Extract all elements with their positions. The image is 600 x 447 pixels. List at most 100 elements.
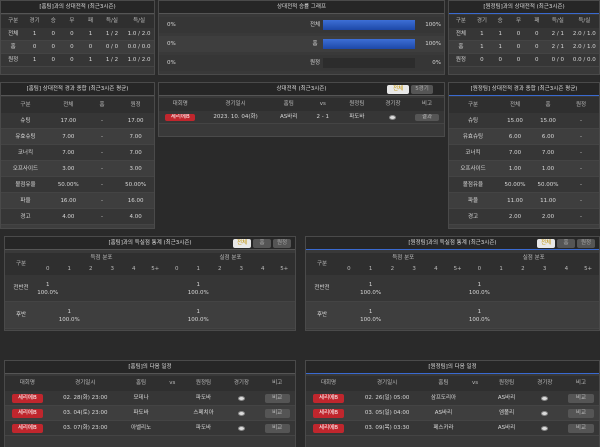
panel: 상대전적 승률 그래프 0% 전체 100% 0% 홈 100% 0% 원정 0% xyxy=(158,0,445,75)
table-cell: 0 xyxy=(516,31,521,37)
column-header: 승 xyxy=(50,18,56,24)
row-label: 전반전 xyxy=(13,285,29,291)
table-cell: - xyxy=(580,134,582,140)
panel-title: [원정팀]과의 상대전적 (최근3시즌) xyxy=(449,1,599,14)
column-header: 득점 분포 xyxy=(392,255,415,261)
table-cell: 파울 xyxy=(467,198,479,204)
column-header: 무 xyxy=(69,18,75,24)
table-cell: 0 xyxy=(70,44,74,50)
table-cell: - xyxy=(580,150,582,156)
tab[interactable]: 전체 xyxy=(387,85,409,94)
table-row xyxy=(1,161,154,177)
bin-header: 5+ xyxy=(151,266,160,272)
bin-header: 3 xyxy=(239,266,244,272)
table-cell: - xyxy=(580,166,582,172)
table-cell: 0 / 0 xyxy=(105,44,119,50)
table-cell: 슈팅 xyxy=(467,118,479,124)
row-label: 전체 xyxy=(309,22,321,28)
table-cell: 파도바 xyxy=(349,114,365,120)
column-header: 홈 xyxy=(99,102,105,108)
button[interactable]: 비교 xyxy=(568,394,594,403)
table-cell: 1 xyxy=(498,31,502,37)
tab[interactable]: 원정 xyxy=(577,239,595,248)
button[interactable]: 비교 xyxy=(568,424,594,433)
tab[interactable]: 5경기 xyxy=(411,85,433,94)
row-label: 후반 xyxy=(316,312,328,318)
table-cell: 0 xyxy=(535,44,539,50)
panel: [홈팀]의 다음 일정 대회명 경기일시 홈팀 vs 원정팀 경기장 비고 세리에B 02. 28… xyxy=(4,360,296,447)
table-cell: 코너킥 xyxy=(465,150,481,156)
tab[interactable]: 홈 xyxy=(253,239,271,248)
table-cell: 100.0% xyxy=(468,290,490,296)
bin-header: 0 xyxy=(477,266,482,272)
tab[interactable]: 전체 xyxy=(233,239,251,248)
bin-header: 1 xyxy=(67,266,72,272)
table-cell: - xyxy=(580,118,582,124)
table-row xyxy=(1,41,154,54)
table-cell: 7.00 xyxy=(508,150,522,156)
panel-title: [홈팀]과의 상대전적 (최근3시즌) xyxy=(1,1,154,14)
table-cell: 유효슈팅 xyxy=(462,134,484,140)
table-cell: 1 xyxy=(480,31,484,37)
button[interactable]: 비교 xyxy=(568,409,594,418)
stadium-icon xyxy=(237,396,245,401)
table-cell: 전체 xyxy=(8,31,19,37)
column-header: 구분 xyxy=(20,102,31,108)
table-cell: 1 xyxy=(196,309,201,315)
button[interactable]: 비교 xyxy=(264,394,290,403)
column-header: vs xyxy=(319,101,326,107)
table-row xyxy=(1,225,154,228)
tab[interactable]: 전체 xyxy=(537,239,555,248)
table-row xyxy=(1,129,154,145)
tab[interactable]: 홈 xyxy=(557,239,575,248)
table-cell: 페스카라 xyxy=(433,425,454,431)
table-cell: 02. 28(화) 23:00 xyxy=(63,395,108,401)
table-cell: 코너킥 xyxy=(17,150,34,156)
row-label: 원정 xyxy=(309,60,321,66)
table-cell: 1.00 xyxy=(541,166,555,172)
table-cell: 4.00 xyxy=(62,214,75,220)
column-header: 홈팀 xyxy=(438,380,449,386)
table-cell: 아벨리노 xyxy=(130,425,152,431)
table-cell: 7.00 xyxy=(62,150,75,156)
table-cell: 볼점유율 xyxy=(462,182,484,188)
table-row xyxy=(449,113,599,129)
table-cell: 0 xyxy=(516,44,521,50)
column-header: 경기일시 xyxy=(376,380,398,386)
panel-title: [홈팀] 상대전적 경과 종합 (최근3시즌 평균) xyxy=(1,83,154,96)
table-row xyxy=(1,113,154,129)
table-cell: 0 xyxy=(535,57,539,63)
button[interactable]: 결과 xyxy=(415,113,439,122)
column-header: 득/실 xyxy=(133,18,146,24)
column-header: 대회명 xyxy=(172,101,188,107)
tab[interactable]: 원정 xyxy=(273,239,291,248)
table-cell: 100.0% xyxy=(37,290,59,296)
table-cell: 0 xyxy=(32,44,37,50)
column-header: 패 xyxy=(534,18,540,24)
panel-title: 상대전적 승률 그래프 xyxy=(159,1,444,14)
table-cell: 볼점유율 xyxy=(15,182,36,188)
panel: [원정팀]과의 상대전적 (최근3시즌) 구분 경기 승 무 패 득/실 득/실 전체 1 1 0 0 2… xyxy=(448,0,600,75)
table-row xyxy=(306,391,599,406)
table-row xyxy=(449,209,599,225)
table-cell: 2.0 / 1.0 xyxy=(572,44,596,50)
table-row xyxy=(5,391,295,406)
table-cell: - xyxy=(580,182,582,188)
table-row xyxy=(159,111,444,124)
table-cell: 파도바 xyxy=(195,395,212,401)
table-cell: 슈팅 xyxy=(20,118,31,124)
column-header: 대회명 xyxy=(19,380,35,386)
column-header: 홈팀 xyxy=(136,380,147,386)
table-cell: 1.0 / 2.0 xyxy=(127,57,151,63)
column-header: 원정팀 xyxy=(498,380,515,386)
table-cell: 1 xyxy=(368,282,373,288)
button[interactable]: 비교 xyxy=(264,424,290,433)
column-header: 득/실 xyxy=(578,18,591,24)
table-cell: 0 xyxy=(51,57,55,63)
table-cell: - xyxy=(100,214,103,220)
table-cell: 홈 xyxy=(10,44,16,50)
table-row xyxy=(449,225,599,228)
bar-track xyxy=(323,58,415,68)
button[interactable]: 비교 xyxy=(264,409,290,418)
